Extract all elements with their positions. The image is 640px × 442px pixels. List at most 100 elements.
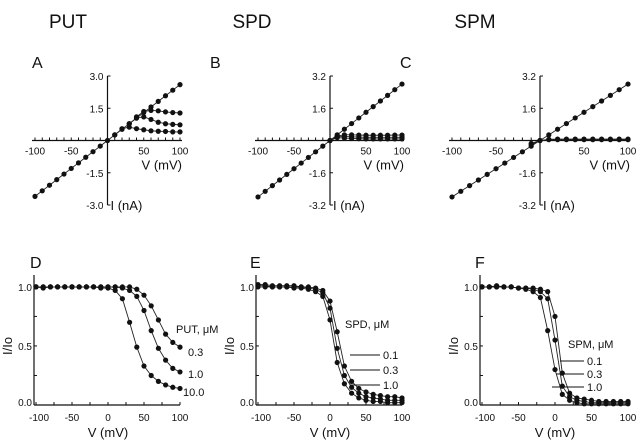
data-point [162, 121, 169, 127]
x-tick-label: 100 [394, 147, 411, 158]
x-tick-label: -100 [25, 147, 45, 158]
data-point [392, 87, 398, 93]
data-point [98, 285, 104, 291]
x-axis-label: V (mV) [142, 158, 182, 173]
y-tick-label: 0.5 [240, 342, 254, 353]
legend-title: PUT, μM [176, 324, 218, 336]
data-point [320, 143, 326, 149]
data-point [133, 126, 140, 132]
x-tick-label: -50 [511, 413, 526, 424]
data-point [616, 87, 622, 93]
x-tick-label: 50 [360, 147, 372, 158]
data-point [284, 284, 290, 290]
data-point [377, 98, 383, 104]
data-point [97, 143, 103, 149]
x-tick-label: -50 [489, 147, 504, 158]
data-point [269, 183, 275, 189]
series-line [35, 286, 181, 389]
data-point [356, 390, 362, 396]
panel-title: SPM [454, 12, 495, 33]
data-point [341, 372, 347, 379]
y-axis-label: I (nA) [333, 198, 365, 213]
data-point [112, 287, 118, 294]
data-point [385, 136, 391, 142]
data-point [349, 120, 355, 127]
data-point [519, 149, 526, 155]
data-point [486, 284, 492, 290]
data-point [170, 365, 176, 371]
series-line [114, 126, 180, 136]
data-point [607, 92, 614, 98]
y-tick-label: 1.6 [312, 104, 326, 115]
data-point [155, 108, 161, 114]
data-point [385, 400, 391, 406]
data-point [356, 395, 362, 401]
series-line [258, 286, 402, 404]
data-point [377, 136, 383, 142]
data-point [134, 344, 140, 350]
data-point [76, 284, 82, 290]
legend-label: 0.3 [188, 347, 203, 359]
data-point [55, 284, 61, 290]
y-tick-label: 0.5 [464, 342, 478, 353]
data-point [155, 119, 161, 125]
data-point [327, 137, 333, 144]
data-point [104, 137, 111, 144]
data-point [83, 284, 89, 290]
data-point [523, 286, 529, 292]
data-point [603, 401, 609, 407]
data-point [334, 345, 340, 351]
legend-label: 10.0 [183, 387, 204, 399]
data-point [277, 284, 283, 290]
data-point [133, 115, 140, 121]
data-point [40, 285, 46, 291]
data-point [392, 136, 398, 142]
data-point [148, 303, 154, 309]
data-point [467, 183, 473, 189]
legend-title: SPD, μM [345, 319, 389, 331]
data-point [170, 121, 176, 127]
data-point [262, 284, 268, 290]
x-tick-label: 100 [394, 413, 411, 424]
data-point [284, 171, 290, 177]
data-point [83, 154, 89, 160]
x-tick-label: 50 [578, 147, 590, 158]
x-tick-label: 50 [138, 413, 150, 424]
y-tick-label: 1.0 [240, 283, 254, 294]
y-tick-label: -1.5 [86, 169, 104, 180]
data-point [141, 127, 147, 133]
data-point [298, 160, 304, 166]
y-tick-label: -3.2 [309, 201, 327, 212]
data-point [126, 124, 132, 130]
data-point [349, 384, 355, 390]
data-point [170, 129, 176, 135]
y-tick-label: 1.0 [18, 283, 32, 294]
data-point [590, 104, 596, 110]
x-tick-label: -50 [64, 147, 79, 158]
data-point [68, 165, 74, 172]
data-point [494, 284, 500, 290]
data-point [170, 109, 176, 116]
panel-letter: F [475, 255, 485, 272]
data-point [349, 390, 355, 396]
data-point [392, 400, 398, 406]
y-tick-label: 0.0 [240, 398, 254, 409]
data-point [552, 313, 558, 320]
data-point [363, 389, 369, 395]
data-point [508, 284, 514, 290]
data-point [475, 177, 481, 183]
data-point [385, 92, 391, 98]
legend-label: 1.0 [587, 382, 602, 394]
data-point [170, 87, 176, 93]
x-axis-label: V (mV) [310, 425, 350, 440]
data-point [54, 177, 60, 183]
data-point [162, 93, 169, 99]
data-point [162, 109, 169, 115]
data-point [555, 137, 561, 143]
data-point [127, 319, 133, 325]
x-tick-label: -100 [248, 147, 268, 158]
data-point [155, 317, 161, 323]
data-point [105, 285, 111, 291]
data-point [537, 137, 543, 144]
data-point [298, 285, 304, 291]
